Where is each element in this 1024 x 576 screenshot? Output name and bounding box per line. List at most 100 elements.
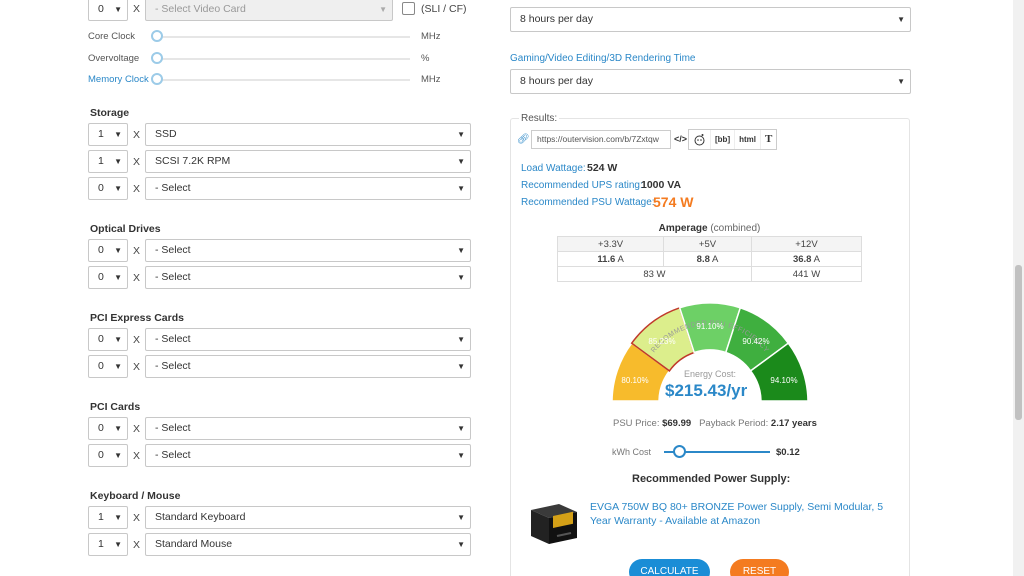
load-wattage-value: 524 W <box>587 162 618 174</box>
kwh-cost-label: kWh Cost <box>612 447 652 457</box>
optical-value: - Select <box>155 271 191 283</box>
pci-select[interactable]: - Select ▼ <box>145 417 471 440</box>
chevron-down-icon: ▼ <box>114 513 122 522</box>
keyboard-mouse-title: Keyboard / Mouse <box>90 490 181 502</box>
scrollbar-thumb[interactable] <box>1015 265 1022 420</box>
calculate-button[interactable]: CALCULATE <box>629 559 710 576</box>
pci-qty-select[interactable]: 0 ▼ <box>88 444 128 467</box>
pcie-value: - Select <box>155 360 191 372</box>
pcie-select[interactable]: - Select ▼ <box>145 328 471 351</box>
overvoltage-track[interactable] <box>157 58 410 60</box>
gauge-label-2: 85.23% <box>648 337 675 346</box>
times-label: X <box>133 183 141 195</box>
memory-clock-track[interactable] <box>157 79 410 81</box>
pci-select[interactable]: - Select ▼ <box>145 444 471 467</box>
qty-value: 0 <box>98 333 104 345</box>
qty-value: 1 <box>98 155 104 167</box>
reset-button[interactable]: RESET <box>730 559 789 576</box>
pcie-qty-select[interactable]: 0 ▼ <box>88 355 128 378</box>
pcie-qty-select[interactable]: 0 ▼ <box>88 328 128 351</box>
chevron-down-icon: ▼ <box>114 273 122 282</box>
keyboard-qty-select[interactable]: 1 ▼ <box>88 506 128 529</box>
optical-qty-select[interactable]: 0 ▼ <box>88 239 128 262</box>
optical-select[interactable]: - Select ▼ <box>145 266 471 289</box>
kwh-cost-slider-knob[interactable] <box>673 445 686 458</box>
rail-amps-value: 36.8 <box>792 253 812 265</box>
bbcode-button[interactable]: [bb] <box>711 130 736 149</box>
chevron-down-icon: ▼ <box>114 451 122 460</box>
storage-select[interactable]: - Select ▼ <box>145 177 471 200</box>
rail-amps-unit: A <box>617 253 624 265</box>
psu-wattage-label: Recommended PSU Wattage: <box>521 197 655 208</box>
optical-select[interactable]: - Select ▼ <box>145 239 471 262</box>
rail-amps: 11.6 A <box>556 251 665 267</box>
chevron-down-icon: ▼ <box>457 184 465 193</box>
memory-clock-unit: MHz <box>421 74 441 85</box>
overvoltage-label: Overvoltage <box>88 53 140 64</box>
overvoltage-knob[interactable] <box>151 52 163 64</box>
optical-title: Optical Drives <box>90 223 161 235</box>
times-label: X <box>133 156 141 168</box>
chevron-down-icon: ▼ <box>457 157 465 166</box>
chevron-down-icon: ▼ <box>457 335 465 344</box>
optical-qty-select[interactable]: 0 ▼ <box>88 266 128 289</box>
core-clock-unit: MHz <box>421 31 441 42</box>
chevron-down-icon: ▼ <box>114 184 122 193</box>
gauge-label-3: 91.10% <box>696 322 723 331</box>
recommended-psu-link[interactable]: EVGA 750W BQ 80+ BRONZE Power Supply, Se… <box>590 501 884 527</box>
share-buttons: [bb] html T <box>688 129 778 150</box>
chevron-down-icon: ▼ <box>897 15 905 24</box>
keyboard-select[interactable]: Standard Keyboard ▼ <box>145 506 471 529</box>
storage-qty-select[interactable]: 0 ▼ <box>88 177 128 200</box>
keyboard-value: Standard Keyboard <box>155 511 246 523</box>
text-button[interactable]: T <box>765 133 773 145</box>
storage-select[interactable]: SSD ▼ <box>145 123 471 146</box>
overvoltage-unit: % <box>421 53 430 64</box>
chevron-down-icon: ▼ <box>114 540 122 549</box>
payback-value: 2.17 years <box>770 418 817 429</box>
share-url-value: https://outervision.com/b/7Zxtqw <box>537 134 659 144</box>
core-clock-knob[interactable] <box>151 30 163 42</box>
rail-amps-value: 8.8 <box>696 253 710 265</box>
html-button[interactable]: html <box>735 130 761 149</box>
amperage-heading: Amperage (combined) <box>557 223 862 234</box>
chevron-down-icon: ▼ <box>457 540 465 549</box>
gaming-time-value: 8 hours per day <box>520 75 593 87</box>
qty-value: 0 <box>98 182 104 194</box>
reddit-icon[interactable] <box>689 130 711 149</box>
power-supply-image[interactable] <box>525 500 581 548</box>
memory-clock-knob[interactable] <box>151 73 163 85</box>
storage-value: - Select <box>155 182 191 194</box>
mouse-select[interactable]: Standard Mouse ▼ <box>145 533 471 556</box>
core-clock-label: Core Clock <box>88 31 135 42</box>
storage-select[interactable]: SCSI 7.2K RPM ▼ <box>145 150 471 173</box>
storage-qty-select[interactable]: 1 ▼ <box>88 123 128 146</box>
sli-checkbox[interactable] <box>402 2 415 15</box>
pci-qty-select[interactable]: 0 ▼ <box>88 417 128 440</box>
rail-amps: 8.8 A <box>663 251 752 267</box>
kwh-cost-value: $0.12 <box>776 447 800 458</box>
storage-qty-select[interactable]: 1 ▼ <box>88 150 128 173</box>
recommended-psu-title: Recommended Power Supply: <box>632 473 791 485</box>
chevron-down-icon: ▼ <box>379 5 387 14</box>
share-url-input[interactable]: https://outervision.com/b/7Zxtqw <box>531 130 671 149</box>
video-card-select[interactable]: - Select Video Card ▼ <box>145 0 393 21</box>
gauge-label-5: 94.10% <box>770 376 797 385</box>
link-icon: 🔗︎ <box>517 134 530 145</box>
energy-cost-label: Energy Cost: <box>684 369 737 379</box>
rail-watts: 441 W <box>750 266 863 282</box>
psu-efficiency-gauge: RECOMMENDED PSU EFFICIENCY 80.10% 85.23%… <box>611 302 809 402</box>
gaming-time-select[interactable]: 8 hours per day ▼ <box>510 69 911 94</box>
chevron-down-icon: ▼ <box>457 513 465 522</box>
kwh-cost-slider-track[interactable] <box>664 451 770 453</box>
qty-value: 1 <box>98 128 104 140</box>
video-card-qty-select[interactable]: 0 ▼ <box>88 0 128 21</box>
pcie-select[interactable]: - Select ▼ <box>145 355 471 378</box>
embed-code-icon[interactable]: </> <box>674 134 688 144</box>
load-wattage-label: Load Wattage: <box>521 163 586 174</box>
core-clock-track[interactable] <box>157 36 410 38</box>
computer-utilization-select[interactable]: 8 hours per day ▼ <box>510 7 911 32</box>
times-label: X <box>133 129 141 141</box>
mouse-qty-select[interactable]: 1 ▼ <box>88 533 128 556</box>
optical-value: - Select <box>155 244 191 256</box>
